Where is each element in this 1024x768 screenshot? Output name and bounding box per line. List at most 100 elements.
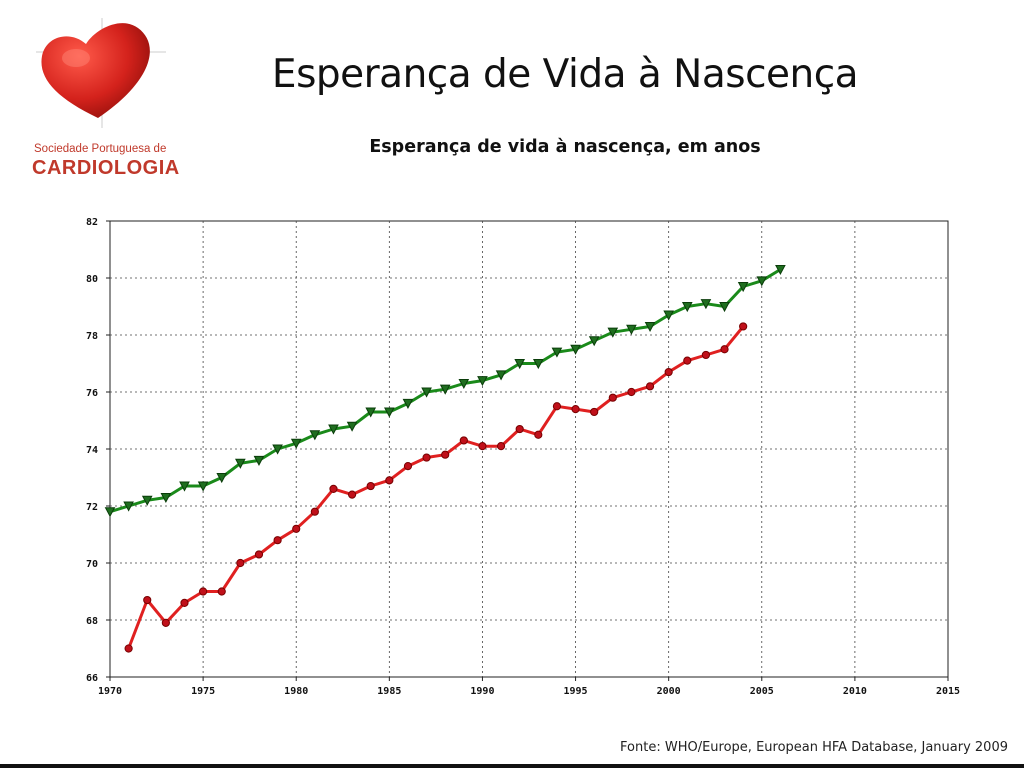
x-tick-label: 1990 <box>470 686 494 697</box>
series-1-point <box>141 495 153 506</box>
series-2-point <box>701 350 711 360</box>
series-2-line <box>127 325 745 650</box>
series-1-point <box>179 481 190 492</box>
series-1-point <box>365 407 377 418</box>
heart-logo-icon <box>36 18 166 128</box>
series-1-point <box>384 407 395 418</box>
logo-wordmark: CARDIOLOGIA <box>32 157 180 179</box>
series-1-point <box>197 481 209 492</box>
series-1-point <box>588 336 600 347</box>
series-2-point <box>739 322 748 331</box>
series-1-point <box>235 458 246 469</box>
series-2-point <box>496 442 506 451</box>
series-2-point <box>403 462 413 471</box>
series-2-point <box>571 405 580 414</box>
sociedade-logo: Sociedade Portuguesa de CARDIOLOGIA <box>28 18 188 188</box>
x-tick-label: 1970 <box>98 686 122 697</box>
series-1-point <box>644 321 656 333</box>
series-1-point <box>551 347 563 358</box>
series-1-point <box>458 378 470 390</box>
line-chart: 66 68 70 72 74 76 78 80 82 1970 1975 1980 1985 1990 19… <box>86 217 960 697</box>
slide-title: Esperança de Vida à Nascença <box>271 52 859 97</box>
series-2-point <box>683 356 692 365</box>
x-tick-label: 2010 <box>843 686 867 697</box>
series-2-point <box>720 345 729 354</box>
series-1-point <box>421 387 432 398</box>
series-1-point <box>532 359 544 370</box>
logo-subtitle: Sociedade Portuguesa de <box>34 143 167 155</box>
series-2-point <box>608 393 617 402</box>
y-tick-label: 80 <box>86 274 98 285</box>
x-tick-label: 1985 <box>377 686 401 697</box>
series-2-point <box>292 524 301 533</box>
series-1-point <box>756 276 768 287</box>
chart-area: 66 68 70 72 74 76 78 80 82 1970 1975 1980 1985 1990 19… <box>86 217 960 697</box>
x-tick-label: 1975 <box>191 686 215 697</box>
source-note: Fonte: WHO/Europe, European HFA Database… <box>620 740 1008 755</box>
series-2-point <box>347 490 357 499</box>
y-tick-label: 68 <box>86 616 98 627</box>
y-tick-label: 82 <box>86 217 98 228</box>
series-2-point <box>217 587 226 596</box>
y-tick-label: 78 <box>86 331 98 342</box>
x-tick-label: 2005 <box>750 686 774 697</box>
series-2-point <box>273 536 282 545</box>
series-1-point <box>253 455 265 466</box>
y-tick-label: 70 <box>86 559 98 570</box>
series-2-point <box>422 453 431 462</box>
x-tick-label: 2015 <box>936 686 960 697</box>
bottom-divider <box>0 764 1024 768</box>
series-2-point <box>515 424 524 434</box>
series-1-point <box>607 327 619 338</box>
series-2-point <box>534 430 543 439</box>
series-2-point <box>590 407 599 417</box>
x-tick-label: 2000 <box>657 686 681 697</box>
series-2-point <box>236 558 245 568</box>
series-2-point <box>385 476 394 485</box>
series-1-point <box>719 302 730 313</box>
x-tick-label: 1995 <box>564 686 588 697</box>
series-1-point <box>160 492 172 504</box>
series-1-point <box>626 324 637 335</box>
series-1-point <box>663 310 674 321</box>
series-2-point <box>366 481 375 491</box>
series-1-point <box>123 501 134 512</box>
series-2-point <box>664 367 673 377</box>
series-2-point <box>199 587 208 596</box>
series-1-point <box>402 398 414 409</box>
series-2-point <box>459 436 468 445</box>
series-2-point <box>627 387 636 397</box>
series-1-point <box>290 438 302 449</box>
series-1-point <box>570 344 581 355</box>
series-1-point <box>681 302 693 313</box>
series-1-point <box>514 359 526 370</box>
series-2-point <box>329 484 338 493</box>
chart-title: Esperança de vida à nascença, em anos <box>369 137 761 157</box>
series-2-point <box>310 507 319 516</box>
y-tick-label: 74 <box>86 445 98 456</box>
series-1-point <box>477 376 488 387</box>
series-2-point <box>478 442 487 451</box>
y-tick-label: 66 <box>86 673 98 684</box>
series-1-point <box>272 444 283 455</box>
series-2-point <box>552 402 562 411</box>
series-2-point <box>254 550 264 559</box>
series-1-point <box>700 299 712 310</box>
series-2-point <box>441 450 450 459</box>
x-tick-label: 1980 <box>284 686 308 697</box>
series-1-point <box>775 264 786 276</box>
series-2-point <box>124 644 133 653</box>
series-1-point <box>309 430 321 441</box>
series-1-point <box>439 384 451 395</box>
series-2-point <box>161 618 170 627</box>
series-1-point <box>737 282 749 293</box>
series-1-point <box>495 370 507 381</box>
y-tick-label: 76 <box>86 388 98 399</box>
series-1-point <box>216 473 228 484</box>
series-2-point <box>645 382 655 391</box>
series-1-point <box>346 421 358 432</box>
y-tick-label: 72 <box>86 502 98 513</box>
series-1-point <box>328 424 339 435</box>
series-1-point <box>104 507 116 518</box>
series-2-point <box>143 595 152 605</box>
